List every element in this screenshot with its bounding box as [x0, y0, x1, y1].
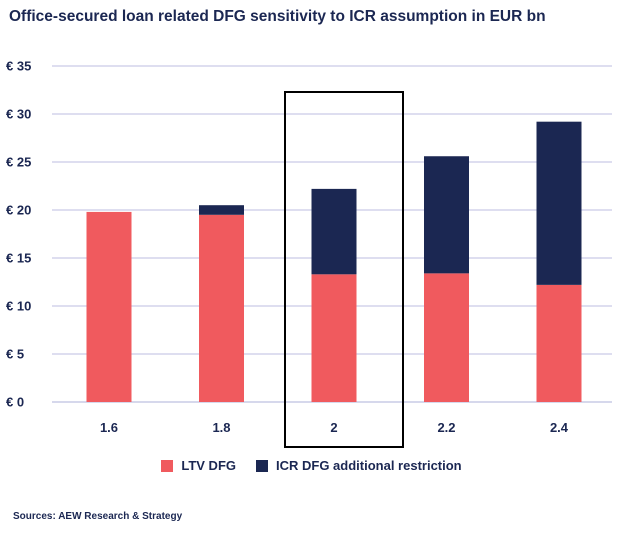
- x-tick-label: 1.6: [100, 420, 118, 435]
- x-tick-label: 1.8: [212, 420, 230, 435]
- legend-label-ltv: LTV DFG: [181, 458, 236, 473]
- y-tick-label: € 0: [6, 395, 24, 410]
- bar-segment-ltv-dfg: [424, 273, 469, 402]
- bars: [86, 121, 582, 402]
- highlight-box: [284, 91, 404, 448]
- bar-segment-ltv-dfg: [86, 211, 132, 402]
- x-tick-label: 2: [330, 420, 337, 435]
- x-tick-label: 2.2: [437, 420, 455, 435]
- y-tick-label: € 30: [6, 107, 31, 122]
- legend-item-icr: ICR DFG additional restriction: [256, 458, 462, 473]
- bar-segment-icr-dfg: [199, 205, 244, 215]
- bar-segment-icr-dfg: [424, 156, 469, 274]
- y-tick-label: € 10: [6, 299, 31, 314]
- chart-title: Office-secured loan related DFG sensitiv…: [9, 8, 546, 25]
- chart-legend: LTV DFG ICR DFG additional restriction: [0, 458, 623, 473]
- legend-label-icr: ICR DFG additional restriction: [276, 458, 462, 473]
- y-axis-tick-labels: € 0 € 5 € 10 € 15 € 20 € 25 € 30 € 35: [6, 59, 31, 410]
- bar-segment-ltv-dfg: [311, 274, 357, 402]
- x-axis-tick-labels: 1.6 1.8 2 2.2 2.4: [100, 420, 569, 435]
- x-tick-label: 2.4: [550, 420, 569, 435]
- y-tick-label: € 20: [6, 203, 31, 218]
- bar-segment-ltv-dfg: [536, 284, 582, 402]
- bar-segment-icr-dfg: [311, 188, 357, 275]
- y-tick-label: € 15: [6, 251, 31, 266]
- legend-item-ltv: LTV DFG: [161, 458, 236, 473]
- y-tick-label: € 35: [6, 59, 31, 74]
- legend-swatch-ltv: [161, 459, 174, 472]
- y-tick-label: € 25: [6, 155, 31, 170]
- y-tick-label: € 5: [6, 347, 24, 362]
- bar-segment-ltv-dfg: [199, 214, 244, 402]
- bar-segment-icr-dfg: [536, 121, 582, 285]
- source-note: Sources: AEW Research & Strategy: [13, 511, 183, 522]
- highlight-rectangle: [284, 91, 404, 448]
- legend-swatch-icr: [256, 459, 268, 472]
